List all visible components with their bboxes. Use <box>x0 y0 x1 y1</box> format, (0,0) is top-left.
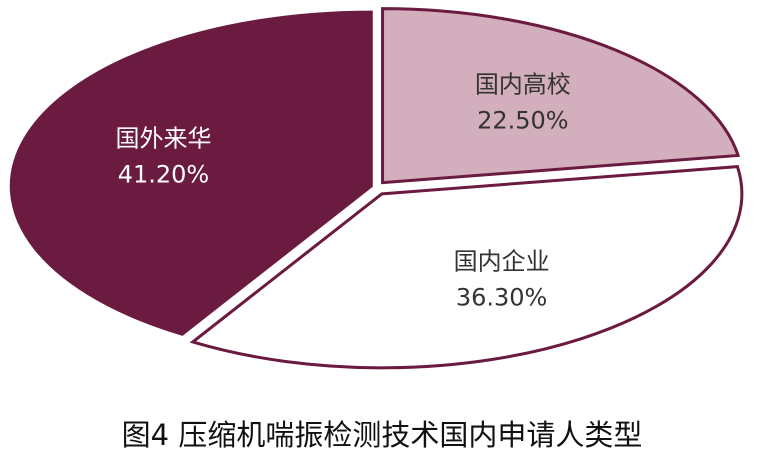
slice-label: 国内企业 <box>454 248 550 276</box>
slice-label: 国内高校 <box>475 70 571 98</box>
pie-slice <box>9 10 373 336</box>
slice-label: 国外来华 <box>115 125 211 153</box>
value-label: 22.50% <box>477 106 569 134</box>
chart-title: 图4 压缩机喘振检测技术国内申请人类型 <box>122 418 643 452</box>
value-label: 36.30% <box>456 284 548 312</box>
pie-slice <box>189 165 744 370</box>
value-label: 41.20% <box>118 161 210 189</box>
pie-slice <box>381 7 741 185</box>
